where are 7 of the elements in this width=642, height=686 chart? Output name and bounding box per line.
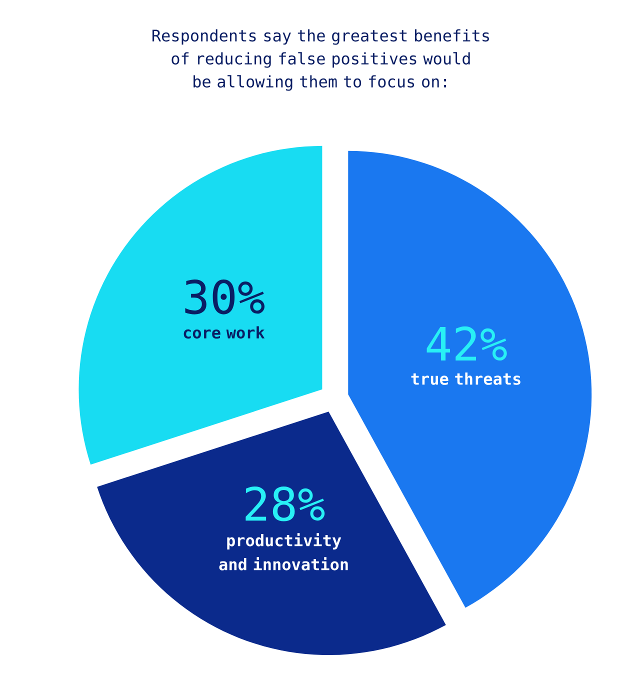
slice-label: true threats bbox=[411, 372, 520, 385]
data-label: 28% bbox=[246, 486, 325, 522]
data-label: 30% bbox=[185, 280, 265, 314]
data-label: 42% bbox=[426, 326, 507, 361]
slice-label: core work bbox=[184, 326, 265, 339]
slice-label: productivity and innovation bbox=[219, 533, 348, 570]
chart-title: Respondents say the greatest benefits of reducing false positives would be allowing them to focus on: bbox=[152, 29, 489, 91]
